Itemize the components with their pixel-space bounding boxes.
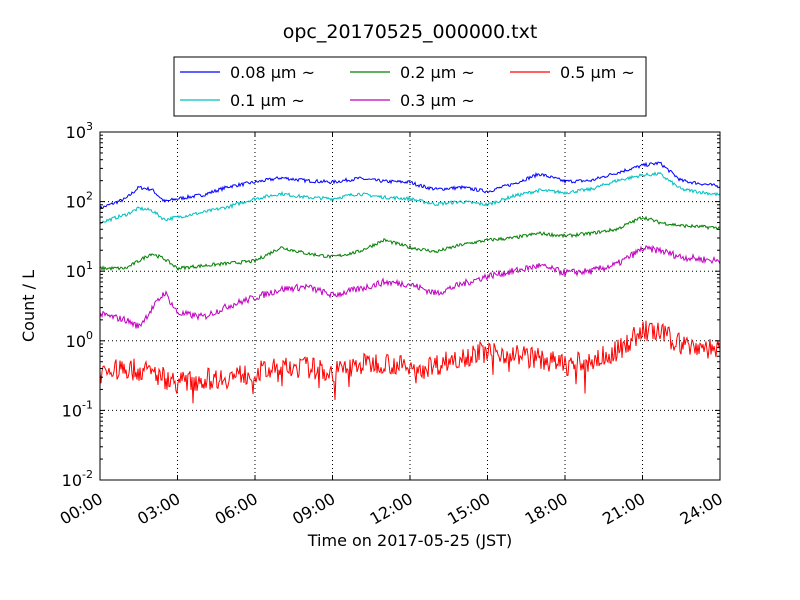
x-axis-label: Time on 2017-05-25 (JST): [307, 531, 512, 550]
legend-box: [173, 56, 647, 117]
x-tick-label: 21:00: [599, 489, 648, 529]
plot-area: [100, 132, 720, 480]
y-tick-label: 10-2: [62, 468, 93, 490]
legend-label: 0.3 μm ~: [400, 91, 475, 110]
x-tick-label: 00:00: [57, 489, 106, 529]
series-line: [99, 171, 721, 225]
legend-label: 0.1 μm ~: [230, 91, 305, 110]
y-axis-label: Count / L: [19, 270, 38, 342]
series-line: [99, 161, 721, 211]
y-tick-labels: 10-2 10-1 100 101 102 103: [62, 120, 93, 490]
x-tick-label: 18:00: [522, 489, 571, 529]
x-tick-label: 24:00: [677, 489, 726, 529]
axis-ticks: [99, 131, 721, 481]
y-tick-label: 10-1: [62, 398, 93, 420]
legend-label: 0.5 μm ~: [560, 63, 635, 82]
grid-lines: [100, 132, 720, 480]
x-tick-labels: 00:00 03:00 06:00 09:00 12:00 15:00 18:00 21:00…: [57, 489, 726, 529]
legend: 0.08 μm ~ 0.1 μm ~ 0.2 μm ~ 0.3 μm ~ 0.5 μm …: [173, 56, 647, 117]
chart-title: opc_20170525_000000.txt: [283, 21, 538, 43]
series-line: [99, 320, 721, 404]
legend-label: 0.08 μm ~: [230, 63, 315, 82]
x-tick-label: 09:00: [289, 489, 338, 529]
y-tick-label: 100: [66, 329, 93, 351]
series-layer: [99, 161, 721, 404]
x-tick-label: 12:00: [367, 489, 416, 529]
y-tick-label: 103: [66, 120, 93, 142]
x-tick-label: 15:00: [444, 489, 493, 529]
series-line: [99, 215, 721, 272]
legend-label: 0.2 μm ~: [400, 63, 475, 82]
y-tick-label: 101: [66, 259, 93, 281]
x-tick-label: 06:00: [212, 489, 261, 529]
series-line: [99, 244, 721, 329]
y-tick-label: 102: [66, 190, 93, 212]
x-tick-label: 03:00: [134, 489, 183, 529]
